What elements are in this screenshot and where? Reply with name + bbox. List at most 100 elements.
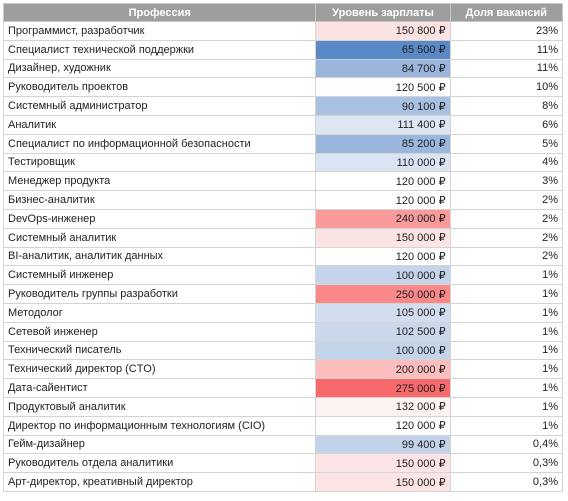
salary-cell: 90 100 ₽: [315, 96, 451, 116]
table-header: Профессия Уровень зарплаты Доля вакансий: [2, 3, 564, 22]
profession-cell: Системный администратор: [2, 96, 317, 116]
salary-cell: 65 500 ₽: [315, 39, 451, 60]
table-row: Системный аналитик 150 000 ₽2%: [2, 227, 564, 248]
salary-cell: 120 000 ₽: [315, 246, 451, 267]
profession-cell: Арт-директор, креативный директор: [2, 472, 317, 492]
table-row: Технический директор (CTO) 200 000 ₽1%: [2, 359, 564, 380]
profession-cell: DevOps-инженер: [2, 208, 317, 229]
salary-cell: 240 000 ₽: [315, 208, 451, 229]
share-cell: 4%: [449, 152, 564, 173]
salary-cell: 132 000 ₽: [315, 396, 451, 417]
share-cell: 1%: [449, 415, 564, 436]
header-row: Профессия Уровень зарплаты Доля вакансий: [2, 3, 564, 22]
profession-cell: Бизнес-аналитик: [2, 190, 317, 210]
salary-cell: 120 000 ₽: [315, 190, 451, 210]
table-row: Руководитель группы разработки 250 000 ₽1…: [2, 284, 564, 304]
share-cell: 1%: [449, 396, 564, 417]
share-cell: 1%: [449, 378, 564, 398]
table-row: Специалист технической поддержки 65 500 ₽…: [2, 39, 564, 60]
table-row: Специалист по информационной безопасност…: [2, 133, 564, 154]
header-cell: Уровень зарплаты: [315, 3, 451, 22]
profession-cell: Аналитик: [2, 114, 317, 135]
profession-cell: Специалист по информационной безопасност…: [2, 133, 317, 154]
table-row: Менеджер продукта 120 000 ₽3%: [2, 171, 564, 192]
table-body: Программист, разработчик 150 800 ₽23% Спец…: [2, 21, 564, 492]
salary-cell: 100 000 ₽: [315, 265, 451, 286]
header-cell: Профессия: [2, 3, 317, 22]
share-cell: 6%: [449, 114, 564, 135]
share-cell: 1%: [449, 265, 564, 286]
table-row: Программист, разработчик 150 800 ₽23%: [2, 21, 564, 41]
profession-cell: Технический писатель: [2, 340, 317, 361]
share-cell: 3%: [449, 171, 564, 192]
salary-cell: 150 800 ₽: [315, 21, 451, 41]
page: Профессия Уровень зарплаты Доля вакансий П…: [0, 3, 568, 501]
profession-cell: Дизайнер, художник: [2, 58, 317, 79]
table-row: Системный инженер 100 000 ₽1%: [2, 265, 564, 286]
profession-cell: Тестировщик: [2, 152, 317, 173]
share-cell: 0,4%: [449, 434, 564, 455]
share-cell: 23%: [449, 21, 564, 41]
share-cell: 1%: [449, 321, 564, 342]
salary-cell: 99 400 ₽: [315, 434, 451, 455]
table-row: Дата-сайентист 275 000 ₽1%: [2, 378, 564, 398]
profession-cell: Дата-сайентист: [2, 378, 317, 398]
share-cell: 1%: [449, 340, 564, 361]
salary-cell: 102 500 ₽: [315, 321, 451, 342]
profession-cell: Продуктовый аналитик: [2, 396, 317, 417]
table-row: Гейм-дизайнер 99 400 ₽0,4%: [2, 434, 564, 455]
profession-cell: Руководитель отдела аналитики: [2, 453, 317, 474]
share-cell: 10%: [449, 77, 564, 98]
share-cell: 1%: [449, 284, 564, 304]
table-row: Технический писатель 100 000 ₽1%: [2, 340, 564, 361]
profession-cell: Технический директор (CTO): [2, 359, 317, 380]
share-cell: 5%: [449, 133, 564, 154]
salary-cell: 110 000 ₽: [315, 152, 451, 173]
salary-cell: 100 000 ₽: [315, 340, 451, 361]
salary-cell: 120 000 ₽: [315, 415, 451, 436]
table-row: BI-аналитик, аналитик данных 120 000 ₽2%: [2, 246, 564, 267]
share-cell: 1%: [449, 359, 564, 380]
salary-cell: 250 000 ₽: [315, 284, 451, 304]
table-row: Методолог 105 000 ₽1%: [2, 302, 564, 323]
profession-cell: Директор по информационным технологиям (…: [2, 415, 317, 436]
share-cell: 0,3%: [449, 453, 564, 474]
table-row: Дизайнер, художник 84 700 ₽11%: [2, 58, 564, 79]
table-row: Системный администратор 90 100 ₽8%: [2, 96, 564, 116]
profession-cell: Гейм-дизайнер: [2, 434, 317, 455]
share-cell: 2%: [449, 227, 564, 248]
table-row: Арт-директор, креативный директор 150 000…: [2, 472, 564, 492]
profession-cell: Руководитель группы разработки: [2, 284, 317, 304]
salary-cell: 105 000 ₽: [315, 302, 451, 323]
share-cell: 2%: [449, 208, 564, 229]
profession-cell: Сетевой инженер: [2, 321, 317, 342]
salary-cell: 150 000 ₽: [315, 453, 451, 474]
profession-cell: Методолог: [2, 302, 317, 323]
table-row: Руководитель отдела аналитики 150 000 ₽0,…: [2, 453, 564, 474]
profession-cell: Системный аналитик: [2, 227, 317, 248]
share-cell: 0,3%: [449, 472, 564, 492]
table-row: Бизнес-аналитик 120 000 ₽2%: [2, 190, 564, 210]
salary-cell: 150 000 ₽: [315, 227, 451, 248]
salary-cell: 120 500 ₽: [315, 77, 451, 98]
share-cell: 2%: [449, 246, 564, 267]
table-row: Тестировщик 110 000 ₽4%: [2, 152, 564, 173]
salary-cell: 85 200 ₽: [315, 133, 451, 154]
table-row: Руководитель проектов 120 500 ₽10%: [2, 77, 564, 98]
share-cell: 11%: [449, 39, 564, 60]
table-row: Директор по информационным технологиям (…: [2, 415, 564, 436]
header-cell: Доля вакансий: [449, 3, 564, 22]
table-row: Продуктовый аналитик 132 000 ₽1%: [2, 396, 564, 417]
share-cell: 1%: [449, 302, 564, 323]
salary-cell: 111 400 ₽: [315, 114, 451, 135]
profession-cell: Руководитель проектов: [2, 77, 317, 98]
profession-cell: Программист, разработчик: [2, 21, 317, 41]
salary-cell: 275 000 ₽: [315, 378, 451, 398]
salary-cell: 150 000 ₽: [315, 472, 451, 492]
profession-cell: Менеджер продукта: [2, 171, 317, 192]
profession-cell: Системный инженер: [2, 265, 317, 286]
share-cell: 2%: [449, 190, 564, 210]
share-cell: 11%: [449, 58, 564, 79]
table-row: Сетевой инженер 102 500 ₽1%: [2, 321, 564, 342]
salary-cell: 120 000 ₽: [315, 171, 451, 192]
